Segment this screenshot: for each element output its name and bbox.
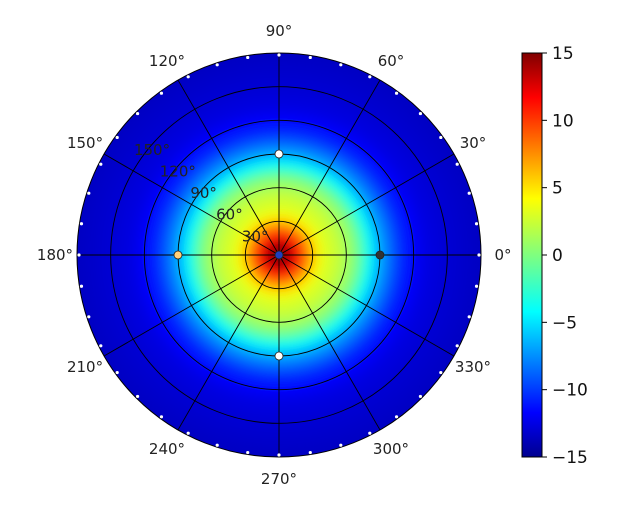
rim-dot xyxy=(186,431,190,435)
grid-spoke xyxy=(103,153,280,256)
rim-dot xyxy=(115,135,119,140)
rim-dot xyxy=(394,415,399,419)
rim-dot xyxy=(394,91,399,95)
radial-tick-label: 30° xyxy=(242,227,269,245)
angle-tick-label: 210° xyxy=(67,358,103,376)
radial-tick-label: 60° xyxy=(216,206,243,224)
grid-spoke xyxy=(278,254,381,431)
rim-dot xyxy=(159,415,164,419)
colorbar-tick-label: −10 xyxy=(552,381,588,401)
grid-spoke xyxy=(278,79,381,256)
rim-dot xyxy=(418,111,423,116)
data-marker xyxy=(173,250,183,260)
angle-tick-label: 0° xyxy=(494,246,511,264)
rim-dot xyxy=(215,63,219,67)
rim-dot xyxy=(99,344,103,348)
angle-tick-label: 330° xyxy=(455,358,491,376)
grid-spoke xyxy=(278,153,455,256)
angle-tick-label: 30° xyxy=(460,134,487,152)
grid-spoke xyxy=(177,254,280,431)
rim-dot xyxy=(368,431,372,435)
colorbar-tick-label: −15 xyxy=(552,448,588,468)
angle-tick-label: 180° xyxy=(37,246,73,264)
rim-dot xyxy=(339,443,343,447)
rim-dot xyxy=(246,55,250,60)
colorbar-tick-label: 10 xyxy=(552,111,574,131)
rim-dot xyxy=(477,253,481,257)
rim-dot xyxy=(455,162,459,166)
data-marker xyxy=(274,351,284,361)
rim-dot xyxy=(339,63,343,67)
rim-dot xyxy=(308,450,312,455)
rim-dot xyxy=(87,315,91,319)
data-marker xyxy=(375,250,385,260)
rim-dot xyxy=(368,75,372,79)
colorbar: 15 10 5 0 −5 −10 −15 xyxy=(521,44,588,468)
outer-frame xyxy=(76,52,482,458)
rim-dot xyxy=(467,191,471,195)
grid-spoke xyxy=(103,254,280,357)
rim-dot xyxy=(87,191,91,195)
rim-dot xyxy=(439,135,443,140)
colorbar-tick-label: 0 xyxy=(552,246,563,266)
grid-spoke xyxy=(177,79,280,256)
colorbar-tick-label: 5 xyxy=(552,179,563,199)
rim-dot xyxy=(99,162,103,166)
rim-dot xyxy=(186,75,190,79)
rim-dot xyxy=(308,55,312,60)
colorbar-ticks: 15 10 5 0 −5 −10 −15 xyxy=(542,44,588,468)
rim-dot xyxy=(215,443,219,447)
angle-tick-label: 90° xyxy=(266,22,293,40)
data-markers xyxy=(173,149,385,361)
rim-dot xyxy=(115,370,119,375)
angle-tick-label: 150° xyxy=(67,134,103,152)
rim-dot xyxy=(79,284,84,288)
rim-dot xyxy=(77,253,81,257)
data-marker xyxy=(274,149,284,159)
rim-dot xyxy=(439,370,443,375)
rim-dot xyxy=(467,315,471,319)
rim-dot xyxy=(277,53,281,57)
angle-tick-label: 240° xyxy=(149,440,185,458)
rim-dot xyxy=(474,222,479,226)
rim-dot xyxy=(79,222,84,226)
radial-tick-label: 150° xyxy=(134,141,170,159)
colorbar-tick-label: −5 xyxy=(552,313,577,333)
grid-spoke xyxy=(278,254,455,357)
rim-dot xyxy=(418,394,423,399)
radial-tick-labels: 30° 60° 90° 120° 150° xyxy=(134,141,269,246)
colorbar-gradient xyxy=(521,52,543,458)
rim-dot xyxy=(135,111,140,116)
rim-dot xyxy=(135,394,140,399)
rim-dot xyxy=(277,453,281,457)
radial-tick-label: 120° xyxy=(160,162,196,180)
radial-tick-label: 90° xyxy=(190,184,217,202)
angle-tick-label: 270° xyxy=(261,470,297,488)
colorbar-tick-label: 15 xyxy=(552,44,574,64)
rim-dot xyxy=(159,91,164,95)
rim-dot xyxy=(474,284,479,288)
data-marker xyxy=(274,250,284,260)
rim-dot xyxy=(455,344,459,348)
angle-tick-label: 300° xyxy=(373,440,409,458)
angle-tick-labels: 0° 30° 60° 90° 120° 150° 180° 210° 240° 270° 300° 3… xyxy=(37,22,512,488)
angle-tick-label: 120° xyxy=(149,52,185,70)
rim-dot xyxy=(246,450,250,455)
angle-tick-label: 60° xyxy=(378,52,405,70)
